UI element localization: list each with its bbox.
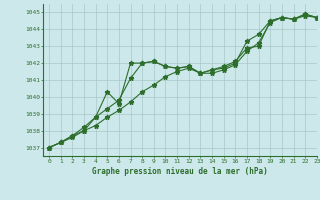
X-axis label: Graphe pression niveau de la mer (hPa): Graphe pression niveau de la mer (hPa) [92,167,268,176]
